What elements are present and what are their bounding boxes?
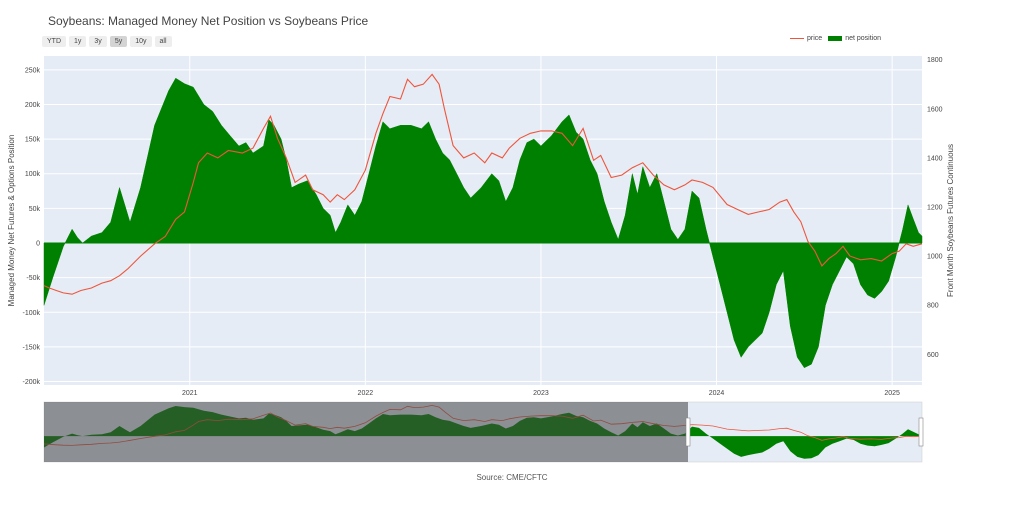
y-left-tick-label: 150k bbox=[25, 137, 41, 144]
y-left-tick-label: -100k bbox=[22, 310, 40, 317]
series-net-position-area bbox=[43, 77, 923, 369]
x-tick-label: 2021 bbox=[182, 390, 198, 397]
chart-title: Soybeans: Managed Money Net Position vs … bbox=[48, 14, 369, 28]
range-slider-mask bbox=[44, 402, 688, 462]
y-left-axis-title: Managed Money Net Futures & Options Posi… bbox=[7, 135, 16, 307]
range-button-1y[interactable]: 1y bbox=[69, 36, 87, 47]
legend: price net position bbox=[790, 35, 881, 42]
x-tick-label: 2022 bbox=[358, 390, 374, 397]
legend-item-price[interactable]: price bbox=[790, 35, 822, 42]
range-slider-handle-right[interactable] bbox=[918, 417, 924, 447]
y-right-axis-title: Front Month Soybeans Futures Continuous bbox=[946, 144, 955, 297]
range-button-all[interactable]: all bbox=[154, 36, 172, 47]
legend-item-position[interactable]: net position bbox=[828, 35, 881, 42]
y-right-tick-label: 1800 bbox=[927, 57, 943, 64]
y-left-tick-label: 250k bbox=[25, 67, 41, 74]
range-selector: YTD 1y 3y 5y 10y all bbox=[42, 36, 172, 47]
x-tick-label: 2024 bbox=[709, 390, 725, 397]
chart-svg: -200k -150k -100k -50k 0 50k 100k 150k 200k 250k 2… bbox=[7, 56, 955, 463]
series-price-line bbox=[43, 73, 923, 295]
legend-label-price: price bbox=[807, 35, 823, 42]
range-button-ytd[interactable]: YTD bbox=[42, 36, 66, 47]
y-left-tick-label: 200k bbox=[25, 102, 41, 109]
y-left-tick-label: 100k bbox=[25, 171, 41, 178]
y-right-tick-label: 1200 bbox=[927, 204, 943, 211]
position-fill-swatch bbox=[828, 36, 843, 41]
range-button-10y[interactable]: 10y bbox=[130, 36, 152, 47]
y-left-tick-label: -200k bbox=[22, 379, 40, 386]
x-tick-label: 2023 bbox=[533, 390, 549, 397]
y-left-tick-label: -50k bbox=[26, 275, 40, 282]
y-right-tick-label: 1600 bbox=[927, 106, 943, 113]
x-tick-label: 2025 bbox=[884, 390, 900, 397]
y-right-tick-label: 800 bbox=[927, 303, 939, 310]
y-left-tick-label: 0 bbox=[36, 241, 40, 248]
y-right-tick-label: 1400 bbox=[927, 155, 943, 162]
y-right-tick-label: 600 bbox=[927, 352, 939, 359]
range-button-3y[interactable]: 3y bbox=[89, 36, 107, 47]
y-left-tick-label: -150k bbox=[22, 344, 40, 351]
y-right-tick-label: 1000 bbox=[927, 254, 943, 261]
price-line-swatch bbox=[790, 38, 804, 39]
range-button-5y[interactable]: 5y bbox=[109, 36, 128, 47]
range-slider-handle-left[interactable] bbox=[685, 417, 691, 447]
y-left-tick-label: 50k bbox=[29, 206, 41, 213]
legend-label-position: net position bbox=[845, 35, 881, 42]
source-note: Source: CME/CFTC bbox=[476, 473, 548, 482]
